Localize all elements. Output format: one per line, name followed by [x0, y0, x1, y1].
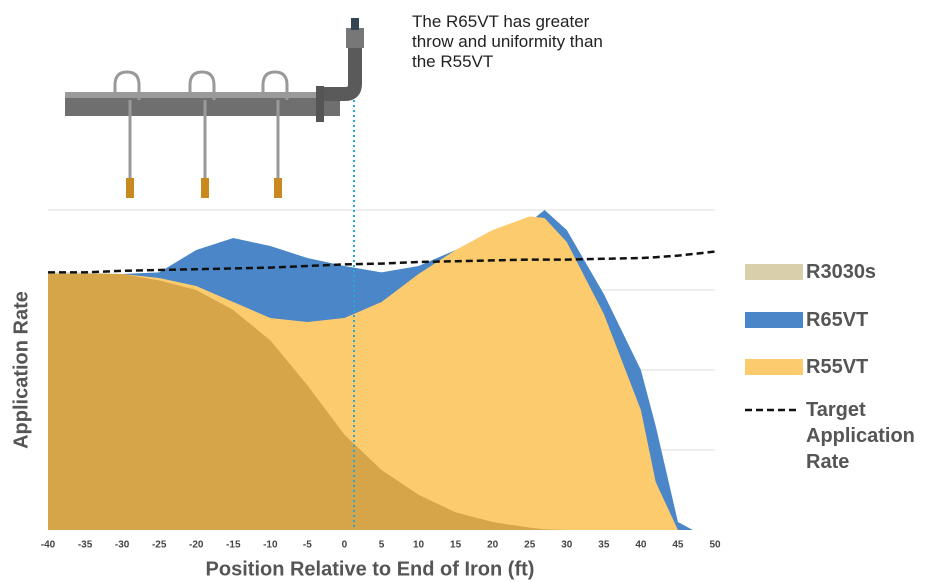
x-tick-label: -40 — [41, 540, 56, 551]
x-tick-label: -35 — [78, 540, 93, 551]
legend-label: Target Application Rate — [806, 399, 915, 473]
annotation: The R65VT has greater throw and uniformi… — [412, 12, 603, 71]
x-tick-label: 50 — [709, 540, 721, 551]
legend-label: R3030s — [806, 261, 877, 283]
x-tick-label: 5 — [379, 540, 385, 551]
x-tick-label: 25 — [524, 540, 536, 551]
x-tick-label: 0 — [342, 540, 348, 551]
y-axis-label: Application Rate — [10, 291, 32, 449]
x-tick-label: 30 — [561, 540, 573, 551]
x-tick-label: -30 — [115, 540, 130, 551]
legend-swatch — [745, 264, 803, 280]
x-tick-label: 15 — [450, 540, 462, 551]
target-line — [48, 250, 716, 274]
x-tick-label: -5 — [303, 540, 312, 551]
x-tick-label: 10 — [413, 540, 425, 551]
x-tick-label: 45 — [672, 540, 684, 551]
x-tick-label: 35 — [598, 540, 610, 551]
x-tick-label: 40 — [635, 540, 647, 551]
area — [48, 272, 715, 530]
x-tick-label: 20 — [487, 540, 499, 551]
legend-swatch — [745, 359, 803, 375]
x-tick-label: -20 — [189, 540, 204, 551]
x-tick-label: -25 — [152, 540, 167, 551]
legend-swatch — [745, 312, 803, 328]
legend-label: R65VT — [806, 309, 869, 331]
x-tick-label: -15 — [226, 540, 241, 551]
x-axis-label: Position Relative to End of Iron (ft) — [206, 558, 535, 580]
legend-label: R55VT — [806, 356, 869, 378]
x-tick-label: -10 — [263, 540, 278, 551]
pipe-illustration — [65, 18, 364, 198]
